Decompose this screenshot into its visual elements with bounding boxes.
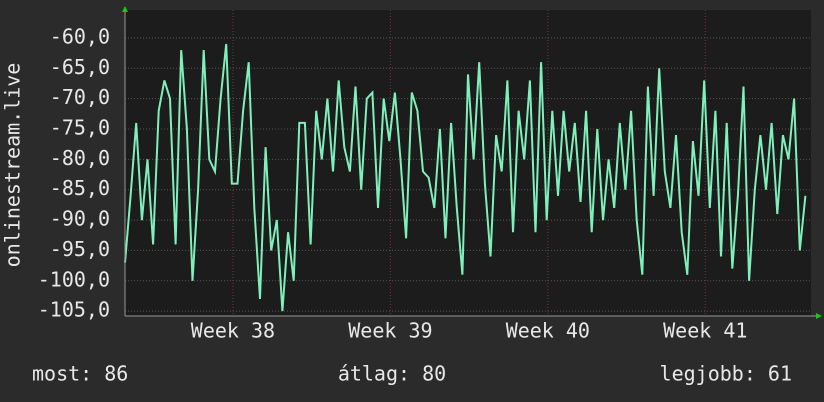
x-tick-label: Week 40 (506, 319, 590, 343)
y-tick-label: -65,0 (50, 55, 110, 79)
series-line (124, 43, 807, 312)
y-tick-label: -80,0 (50, 146, 110, 170)
footer-average: átlag: 80 (338, 362, 446, 386)
x-tick-label: Week 38 (191, 319, 275, 343)
footer-current: most: 86 (32, 362, 128, 386)
y-tick-label: -75,0 (50, 116, 110, 140)
footer-best: legjobb: 61 (660, 362, 792, 386)
y-tick-label: -90,0 (50, 207, 110, 231)
y-arrow (122, 6, 128, 12)
marks (124, 43, 807, 312)
y-tick-label: -95,0 (50, 237, 110, 261)
x-tick-label: Week 41 (663, 319, 747, 343)
y-tick-label: -70,0 (50, 85, 110, 109)
x-tick-label: Week 39 (348, 319, 432, 343)
y-tick-label: -60,0 (50, 24, 110, 48)
grid (125, 10, 811, 316)
y-axis-label: onlinestream.live (1, 63, 25, 268)
y-tick-label: -100,0 (38, 267, 110, 291)
y-tick-label: -85,0 (50, 176, 110, 200)
y-tick-label: -105,0 (38, 298, 110, 322)
x-arrow (816, 313, 822, 319)
